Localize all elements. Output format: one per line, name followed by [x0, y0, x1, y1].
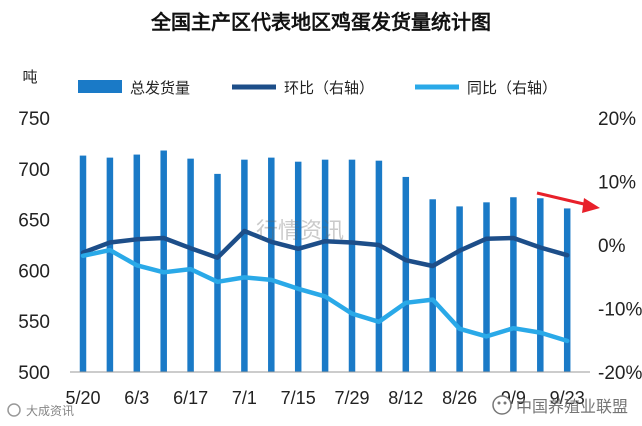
right-y-axis: 20% 10% 0% -10% -20% — [598, 109, 642, 384]
bottom-left-watermark-text: 大成资讯 — [26, 404, 74, 418]
left-y-tick-label: 600 — [18, 261, 50, 282]
x-tick-label: 7/29 — [334, 388, 369, 408]
x-tick-label: 7/15 — [281, 388, 316, 408]
yoy-line — [80, 247, 570, 344]
bottom-right-watermark: 中国养殖业联盟 — [492, 395, 628, 416]
x-tick-label: 7/1 — [232, 388, 257, 408]
shipment-bar — [294, 161, 302, 372]
x-tick-label: 9/23 — [550, 388, 585, 408]
x-tick-label: 6/17 — [173, 388, 208, 408]
shipment-bar — [563, 208, 571, 372]
trend-arrow-icon — [536, 191, 600, 213]
mom-line — [80, 228, 570, 269]
bottom-left-watermark: 大成资讯 — [7, 403, 74, 418]
legend-swatch-bar — [78, 80, 122, 93]
legend-label: 环比（右轴） — [284, 79, 374, 97]
left-y-tick-label: 700 — [18, 160, 50, 181]
shipment-bar — [510, 197, 517, 372]
right-y-tick-label: -20% — [598, 363, 642, 384]
left-y-axis: 750 700 650 600 550 500 — [18, 109, 50, 384]
left-y-tick-label: 550 — [18, 312, 50, 333]
shipment-bar — [241, 159, 248, 372]
shipment-bar — [537, 198, 544, 372]
center-watermark: 行情资讯 — [256, 219, 344, 244]
shipment-bar — [321, 159, 329, 372]
legend: 总发货量 环比（右轴） 同比（右轴） — [78, 79, 557, 97]
right-y-tick-label: 20% — [598, 109, 636, 130]
right-y-tick-label: 0% — [598, 236, 626, 257]
shipment-bar — [79, 155, 87, 372]
left-axis-unit: 吨 — [22, 68, 37, 86]
shipment-bar — [483, 202, 490, 372]
bottom-right-watermark-text: 中国养殖业联盟 — [516, 397, 628, 416]
shipment-bar — [429, 199, 436, 372]
shipment-bar — [402, 176, 410, 372]
legend-label: 总发货量 — [130, 79, 190, 97]
x-tick-label: 6/3 — [124, 388, 149, 408]
legend-label: 同比（右轴） — [467, 79, 557, 97]
shipment-bar — [456, 206, 463, 372]
left-y-tick-label: 650 — [18, 211, 50, 232]
chart-title: 全国主产区代表地区鸡蛋发货量统计图 — [150, 10, 491, 34]
shipment-bar — [375, 160, 383, 372]
x-tick-label: 8/12 — [388, 388, 423, 408]
shipment-bar — [214, 173, 221, 372]
bar-series — [79, 150, 571, 372]
x-tick-label: 5/20 — [65, 388, 100, 408]
left-y-tick-label: 500 — [18, 363, 50, 384]
left-y-tick-label: 750 — [18, 109, 50, 130]
right-y-tick-label: 10% — [598, 173, 636, 194]
x-tick-label: 8/26 — [442, 388, 477, 408]
x-axis: 5/20 6/3 6/17 7/1 7/15 7/29 8/12 8/26 9/9 9/23 — [65, 388, 584, 408]
line-series — [80, 228, 570, 344]
shipment-bar — [348, 159, 356, 372]
right-y-tick-label: -10% — [598, 300, 642, 321]
shipment-bar — [268, 157, 275, 372]
shipment-bar — [160, 150, 167, 372]
shipment-bar — [106, 157, 114, 372]
shipment-bar — [187, 158, 194, 372]
